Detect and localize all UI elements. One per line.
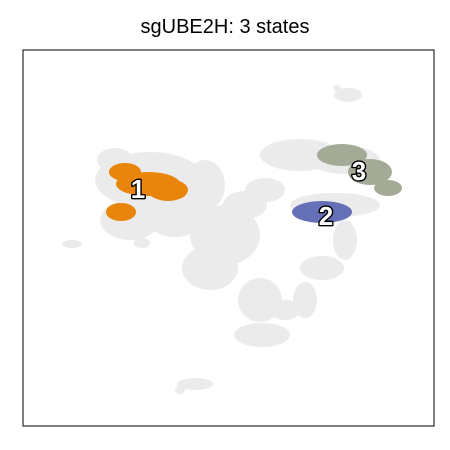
state-3-label: 3 xyxy=(352,156,366,186)
state-3-cluster xyxy=(317,144,402,196)
state-1-label: 1 xyxy=(131,174,145,204)
bg-lower-tail xyxy=(234,278,300,347)
chart-title: sgUBE2H: 3 states xyxy=(141,16,310,38)
bg-center-band xyxy=(182,178,285,290)
bg-small-islands xyxy=(62,85,362,394)
state-1-cluster xyxy=(106,163,188,221)
state-2-cluster xyxy=(292,201,352,223)
state-2-label: 2 xyxy=(319,201,333,231)
